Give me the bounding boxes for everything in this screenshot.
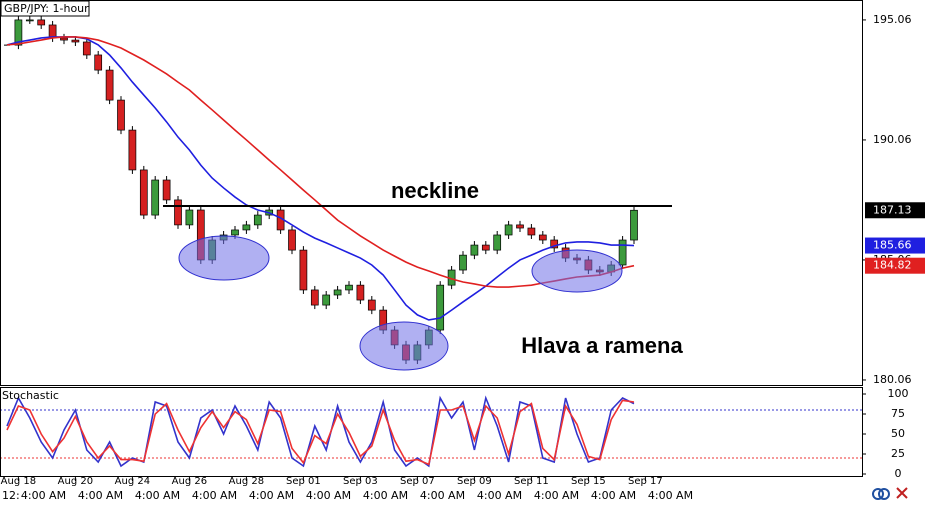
time-label: 4:00 AM [591, 489, 636, 502]
x-tick-label: Sep 03 [343, 476, 378, 487]
y-tick-label: 190.06 [873, 133, 912, 146]
y-tick-label: 100 [888, 387, 909, 400]
candle [504, 224, 513, 236]
candle [470, 244, 479, 256]
price-box [865, 237, 925, 254]
candle [128, 129, 137, 171]
candle [322, 294, 331, 306]
candle [538, 234, 547, 241]
time-label: 4:00 AM [21, 489, 66, 502]
price-label: 187.13 [873, 203, 912, 216]
candle [242, 224, 251, 231]
candle [299, 249, 308, 291]
y-tick-label: 195.06 [873, 13, 912, 26]
x-tick-label: Aug 24 [115, 476, 150, 487]
candle [333, 289, 342, 296]
time-label: 4:00 AM [249, 489, 294, 502]
x-tick-label: Aug 18 [1, 476, 36, 487]
candle [356, 284, 365, 301]
x-tick-label: Aug 28 [229, 476, 264, 487]
x-tick-label: Sep 07 [400, 476, 435, 487]
pattern-label: Hlava a ramena [521, 333, 683, 358]
candle [185, 209, 194, 226]
candle [48, 24, 57, 39]
x-tick-label: Sep 15 [571, 476, 606, 487]
candle [14, 19, 23, 46]
shoulder-highlight [178, 235, 270, 281]
x-tick-label: Sep 17 [628, 476, 663, 487]
head-highlight [359, 321, 449, 371]
stochastic-panel [0, 387, 863, 477]
link-icon[interactable] [878, 488, 890, 500]
candle [481, 244, 490, 251]
candle [516, 224, 524, 229]
candle [345, 284, 353, 291]
stochastic-title: Stochastic [2, 389, 59, 402]
y-tick-label: 75 [891, 407, 905, 420]
y-tick-label: 50 [891, 427, 905, 440]
candle [310, 289, 319, 306]
x-tick-label: Sep 11 [514, 476, 549, 487]
candle [231, 229, 239, 236]
candle [60, 37, 68, 41]
chart-title: GBP/JPY: 1-hour [4, 2, 89, 15]
candle [174, 199, 182, 226]
x-tick-label: Aug 26 [172, 476, 207, 487]
close-icon[interactable] [896, 487, 908, 499]
y-tick-label: 0 [895, 467, 902, 480]
candle [117, 99, 125, 131]
y-tick-label: 180.06 [873, 373, 912, 386]
candle [436, 284, 445, 331]
candle [527, 227, 536, 236]
time-label: 4:00 AM [420, 489, 465, 502]
candle [82, 41, 91, 56]
price-box [865, 257, 925, 274]
price-box [865, 202, 925, 219]
candle [288, 229, 296, 251]
candle [253, 214, 262, 226]
time-label: 4:00 AM [363, 489, 408, 502]
candle [37, 19, 46, 26]
candle [71, 39, 80, 43]
main-panel [0, 0, 863, 386]
candle [25, 19, 34, 22]
title-box [0, 0, 90, 17]
line-series [6, 399, 635, 466]
time-label: 4:00 AM [192, 489, 237, 502]
toolbar-icons[interactable] [872, 487, 908, 500]
line-series [6, 36, 635, 288]
candle [630, 209, 638, 241]
time-label: 4:00 AM [135, 489, 180, 502]
x-tick-label: Sep 01 [286, 476, 321, 487]
x-tick-label: Aug 20 [58, 476, 93, 487]
candle [105, 69, 114, 101]
candle [162, 179, 171, 201]
candle [94, 54, 103, 71]
shoulder-highlight [531, 249, 623, 293]
price-label: 184.82 [873, 259, 912, 272]
time-label: 4:00 AM [306, 489, 351, 502]
candle [618, 239, 627, 266]
link-icon[interactable] [872, 488, 884, 500]
candle [550, 239, 559, 249]
x-tick-label: Sep 09 [457, 476, 492, 487]
candle [459, 254, 467, 271]
candle [493, 234, 502, 251]
line-series [6, 36, 635, 321]
neckline-label: neckline [391, 178, 479, 203]
candle [151, 179, 160, 216]
time-label: 4:00 AM [78, 489, 123, 502]
time-label: 4:00 AM [648, 489, 693, 502]
price-label: 185.66 [873, 239, 912, 252]
time-label: 12: [2, 489, 20, 502]
y-tick-label: 25 [891, 447, 905, 460]
time-label: 4:00 AM [477, 489, 522, 502]
time-label: 4:00 AM [534, 489, 579, 502]
candle [139, 169, 148, 216]
candle [367, 299, 376, 311]
